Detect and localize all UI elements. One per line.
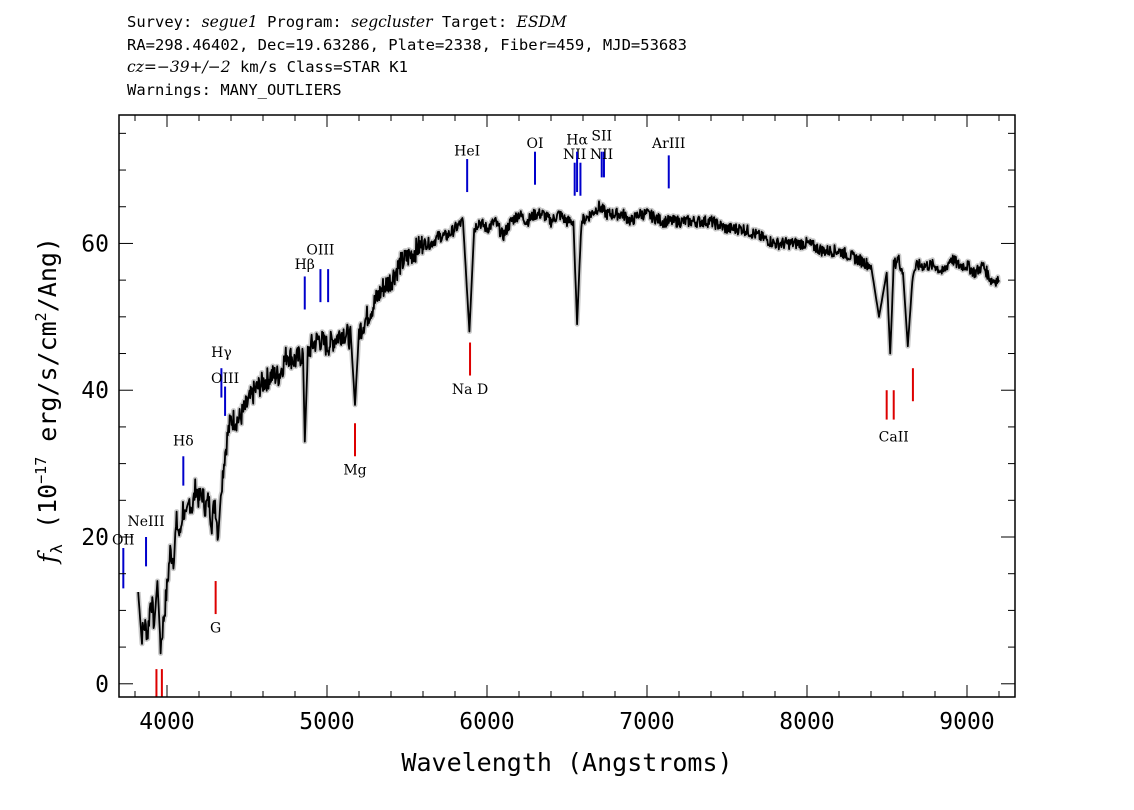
- line-marker-label: OII: [112, 532, 135, 548]
- line-marker-label: NeIII: [127, 514, 164, 530]
- target-label: Target:: [432, 13, 517, 31]
- cz-label: cz=: [127, 58, 157, 76]
- ylabel-f: f: [33, 550, 62, 565]
- line-marker-label: Hγ: [211, 345, 232, 361]
- x-tick-label: 8000: [779, 709, 834, 735]
- plot-frame: [118, 114, 1016, 698]
- ylabel-sup2: 2: [32, 312, 50, 321]
- y-tick-label: 60: [81, 231, 109, 257]
- line-marker-label: G: [210, 620, 221, 636]
- program-value: segcluster: [351, 13, 433, 31]
- line-marker-label: Mg: [343, 463, 366, 479]
- y-tick-label: 20: [81, 525, 109, 551]
- line-marker-label: Na D: [452, 382, 488, 398]
- ylabel-a: (10: [33, 484, 62, 544]
- ylabel-b: erg/s/cm: [33, 321, 62, 456]
- cz-value: −39+/−2: [156, 58, 231, 76]
- axis-ticks: 4000 5000 6000 7000 8000 9000 0 20 40 60: [81, 115, 1015, 735]
- ylabel-sup1: −17: [32, 457, 50, 484]
- line-marker-label: Hβ: [295, 257, 315, 273]
- target-value: ESDM: [516, 13, 567, 31]
- header-coordinates-line: RA=298.46402, Dec=19.63286, Plate=2338, …: [127, 35, 687, 54]
- header-survey-line: Survey: segue1 Program: segcluster Targe…: [127, 11, 687, 34]
- line-marker-label: ArIII: [651, 136, 685, 152]
- spectrum-line: [137, 200, 1000, 655]
- line-marker-label: CaII: [879, 430, 909, 446]
- x-tick-label: 7000: [619, 709, 674, 735]
- line-marker-label: SII: [591, 129, 612, 145]
- class-text: km/s Class=STAR K1: [230, 58, 408, 76]
- line-marker-label: NII: [590, 147, 613, 163]
- line-marker-label: OIII: [211, 371, 239, 387]
- y-tick-label: 0: [95, 672, 109, 698]
- line-marker-label: HeI: [454, 143, 480, 159]
- line-marker-label: OI: [526, 136, 543, 152]
- header-redshift-line: cz=−39+/−2 km/s Class=STAR K1: [127, 56, 687, 79]
- program-label: Program:: [257, 13, 352, 31]
- ylabel-c: /Ang): [33, 237, 62, 312]
- x-tick-label: 9000: [939, 709, 994, 735]
- line-marker-label: Hα: [566, 132, 588, 148]
- x-axis-label: Wavelength (Angstroms): [401, 748, 732, 777]
- survey-label: Survey:: [127, 13, 202, 31]
- y-axis-label: fλ (10−17 erg/s/cm2/Ang): [32, 237, 66, 565]
- survey-value: segue1: [201, 13, 258, 31]
- spectrum-plot: [135, 198, 1002, 656]
- spectrum-header: Survey: segue1 Program: segcluster Targe…: [127, 11, 687, 101]
- y-tick-label: 40: [81, 378, 109, 404]
- x-tick-label: 6000: [459, 709, 514, 735]
- line-marker-label: Hδ: [173, 433, 194, 449]
- ylabel-sub: λ: [47, 544, 66, 554]
- header-warnings-line: Warnings: MANY_OUTLIERS: [127, 80, 342, 99]
- x-tick-label: 5000: [299, 709, 354, 735]
- line-marker-label: OIII: [306, 242, 334, 258]
- line-marker-label: NII: [563, 147, 586, 163]
- x-tick-label: 4000: [139, 709, 194, 735]
